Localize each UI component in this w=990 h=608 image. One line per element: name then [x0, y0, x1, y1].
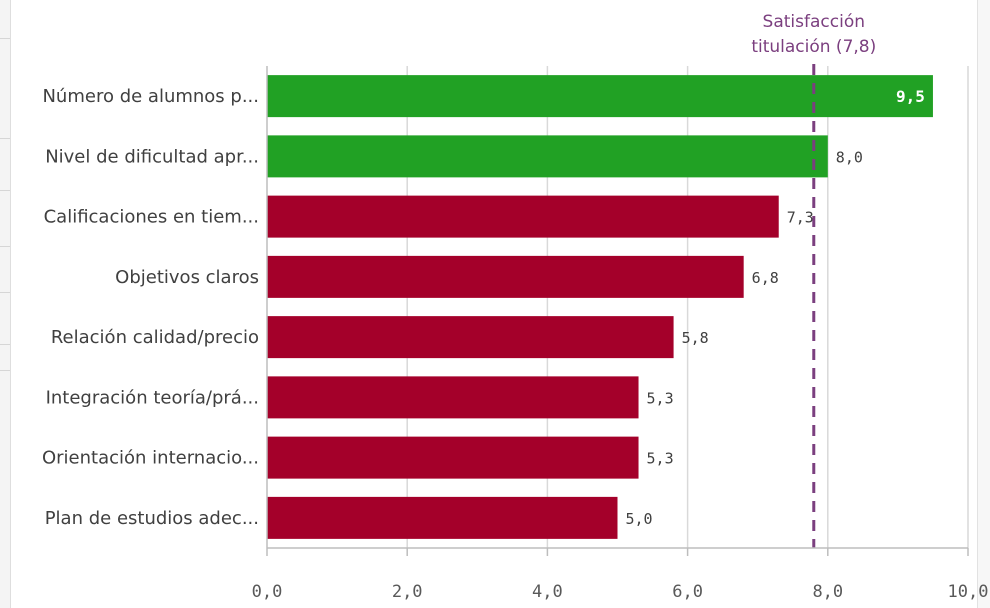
left-panel-edge — [0, 0, 11, 608]
category-label: Orientación internacio... — [42, 448, 259, 469]
reference-line-label: titulación (7,8) — [751, 37, 876, 57]
x-tick-label: 10,0 — [948, 582, 989, 602]
bar[interactable] — [267, 135, 828, 178]
category-label: Objetivos claros — [115, 267, 259, 288]
right-panel-edge — [977, 0, 990, 608]
category-label: Relación calidad/precio — [51, 327, 259, 348]
value-label: 5,8 — [682, 329, 709, 347]
bar[interactable] — [267, 75, 933, 118]
x-tick-label: 6,0 — [672, 582, 703, 602]
category-label: Calificaciones en tiem... — [44, 207, 259, 228]
value-label: 7,3 — [787, 209, 814, 227]
bar[interactable] — [267, 496, 618, 539]
x-tick-label: 2,0 — [392, 582, 423, 602]
value-label: 9,5 — [896, 87, 925, 106]
value-label: 8,0 — [836, 148, 863, 166]
x-tick-label: 0,0 — [252, 582, 283, 602]
x-tick-label: 8,0 — [812, 582, 843, 602]
category-label: Nivel de dificultad apr... — [45, 146, 259, 167]
category-label: Número de alumnos p... — [42, 86, 259, 107]
bar[interactable] — [267, 376, 639, 419]
bar[interactable] — [267, 316, 674, 359]
x-tick-label: 4,0 — [532, 582, 563, 602]
category-label: Integración teoría/prá... — [46, 387, 259, 408]
value-label: 6,8 — [752, 269, 779, 287]
value-label: 5,3 — [647, 389, 674, 407]
bar[interactable] — [267, 436, 639, 479]
bar[interactable] — [267, 255, 744, 298]
value-label: 5,3 — [647, 450, 674, 468]
category-label: Plan de estudios adec... — [45, 508, 259, 529]
value-label: 5,0 — [626, 510, 653, 528]
reference-line-label: Satisfacción — [763, 12, 865, 32]
bar[interactable] — [267, 195, 779, 238]
